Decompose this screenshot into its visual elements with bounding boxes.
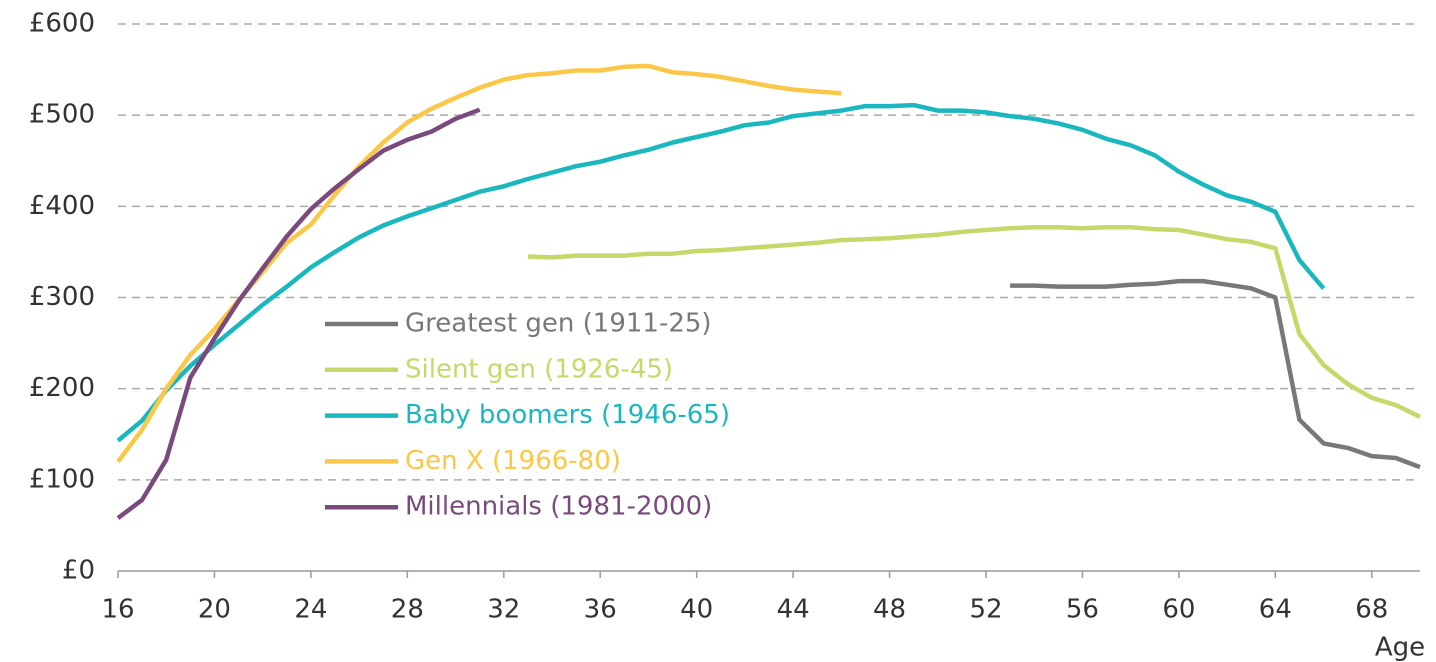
legend-label: Gen X (1966-80) — [405, 446, 621, 476]
series-line — [1010, 278, 1421, 470]
x-tick-label: 24 — [294, 595, 327, 625]
series-line — [116, 107, 481, 520]
y-tick-label: £0 — [62, 556, 95, 586]
y-tick-label: £200 — [29, 373, 95, 403]
x-tick-label: 48 — [873, 595, 906, 625]
x-tick-label: 60 — [1162, 595, 1195, 625]
x-tick-label: 68 — [1355, 595, 1388, 625]
x-axis-label: Age — [1375, 633, 1425, 662]
x-tick-label: 52 — [969, 595, 1002, 625]
x-tick-label: 64 — [1259, 595, 1292, 625]
y-tick-label: £300 — [29, 282, 95, 312]
x-tick-label: 56 — [1066, 595, 1099, 625]
x-tick-label: 44 — [777, 595, 810, 625]
x-tick-label: 16 — [101, 595, 134, 625]
legend-label: Silent gen (1926-45) — [405, 354, 673, 384]
x-tick-label: 36 — [584, 595, 617, 625]
x-tick-label: 32 — [487, 595, 520, 625]
series-line — [527, 225, 1421, 419]
y-tick-label: £100 — [29, 464, 95, 494]
x-tick-label: 28 — [391, 595, 424, 625]
series-line — [116, 102, 1326, 443]
y-tick-label: £500 — [29, 100, 95, 130]
x-tick-label: 20 — [198, 595, 231, 625]
x-tick-label: 40 — [680, 595, 713, 625]
y-tick-label: £400 — [29, 191, 95, 221]
legend-label: Millennials (1981-2000) — [405, 492, 712, 522]
legend-label: Greatest gen (1911-25) — [405, 309, 712, 339]
y-tick-label: £600 — [29, 9, 95, 39]
legend-label: Baby boomers (1946-65) — [405, 400, 730, 430]
